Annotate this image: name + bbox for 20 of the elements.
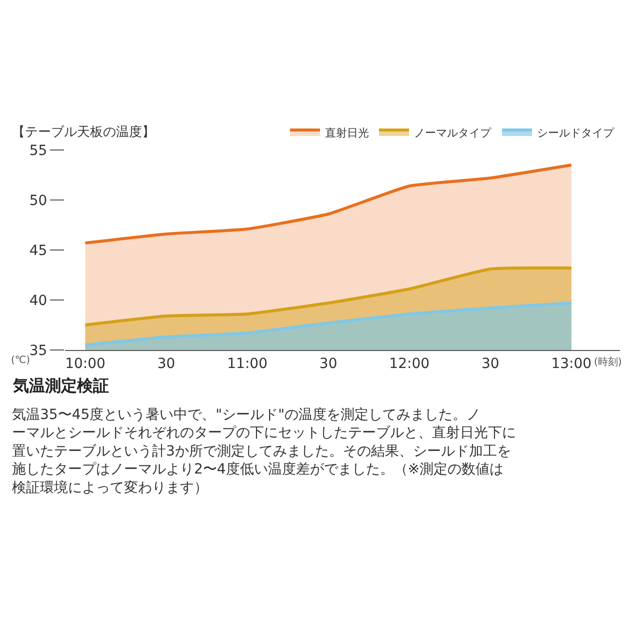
y-tick-label: 55 xyxy=(29,142,48,159)
x-tick-label: 12:00 xyxy=(389,356,430,372)
x-tick-label: 11:00 xyxy=(227,356,268,372)
x-tick-label: 30 xyxy=(157,356,176,372)
text: 気温測定検証 xyxy=(12,376,109,395)
x-tick-label: 30 xyxy=(481,356,500,372)
y-axis-title: (℃) xyxy=(11,355,30,366)
chart-title: 【テーブル天板の温度】 xyxy=(12,124,155,140)
y-tick-label: 35 xyxy=(29,342,48,359)
legend-label: シールドタイプ xyxy=(537,126,615,140)
y-tick-label: 45 xyxy=(29,242,48,259)
legend-label: ノーマルタイプ xyxy=(414,126,492,140)
x-tick-label: 13:00 xyxy=(551,356,592,372)
text: 気温35〜45度という暑い中で、"シールド"の温度を測定してみました。ノーマルとシールドそれぞれのタープの下にセットしたテーブルと、直射日光下に置いたテーブルという計3か所で測定してみました。その結果、シールド加工を施したタープはノーマルより2〜4度低い温度差がでました。（※測定の数値は検証環境によって変わります） xyxy=(12,407,516,496)
legend-label: 直射日光 xyxy=(325,126,369,140)
y-tick-label: 50 xyxy=(29,192,48,209)
x-tick-label: 30 xyxy=(319,356,338,372)
x-axis-title: (時刻) xyxy=(594,356,622,368)
x-tick-label: 10:00 xyxy=(65,356,106,372)
y-tick-label: 40 xyxy=(29,292,48,309)
